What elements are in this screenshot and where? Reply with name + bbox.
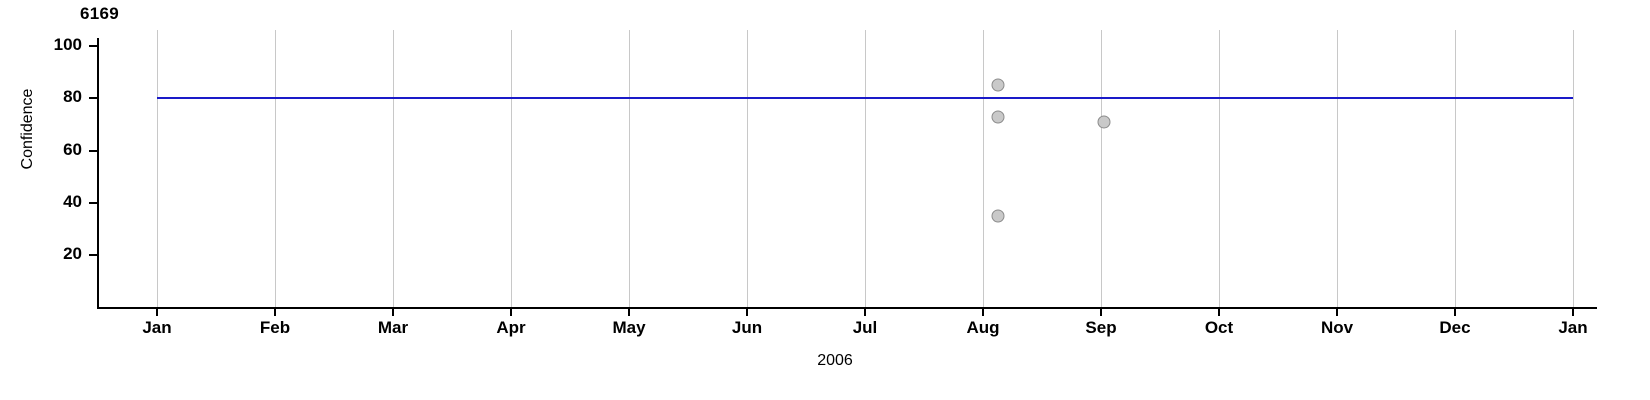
x-tick-label-apr-3: Apr xyxy=(496,318,526,337)
x-tick-label-jan-12: Jan xyxy=(1558,318,1588,337)
gridline-feb-1 xyxy=(275,30,276,308)
y-tick-label-100: 100 xyxy=(53,35,82,54)
x-tick-label-dec-11: Dec xyxy=(1439,318,1471,337)
x-axis-line xyxy=(97,307,1597,309)
y-tick-label-20: 20 xyxy=(63,244,82,263)
y-tick-label-40: 40 xyxy=(63,191,82,211)
x-tick-label-jul-6: Jul xyxy=(852,318,878,337)
y-tick-60 xyxy=(89,149,97,152)
gridline-mar-2 xyxy=(393,30,394,308)
gridline-oct-9 xyxy=(1219,30,1220,308)
x-axis-label: 2006 xyxy=(817,352,853,369)
x-tick-label-jan-0: Jan xyxy=(142,318,172,337)
x-tick-label-feb-1: Feb xyxy=(259,318,291,337)
chart-title: 6169 xyxy=(80,4,120,23)
gridline-apr-3 xyxy=(511,30,512,308)
x-tick-5 xyxy=(746,307,748,316)
x-tick-label-oct-9: Oct xyxy=(1204,318,1234,337)
x-tick-12 xyxy=(1572,307,1574,316)
data-point xyxy=(991,209,1005,223)
x-tick-label-sep-8: Sep xyxy=(1085,318,1117,337)
x-tick-label-aug-7: Aug xyxy=(966,318,1000,337)
x-tick-label-jun-5: Jun xyxy=(731,318,763,337)
y-tick-20 xyxy=(89,254,97,256)
data-point xyxy=(991,110,1005,124)
gridline-aug-7 xyxy=(983,30,984,308)
y-tick-label-60: 60 xyxy=(63,139,82,159)
x-tick-label-mar-2: Mar xyxy=(377,318,409,337)
y-tick-100 xyxy=(89,45,97,47)
data-point xyxy=(1097,115,1111,129)
gridline-may-4 xyxy=(629,30,630,308)
x-tick-6 xyxy=(864,307,866,316)
x-tick-10 xyxy=(1336,307,1338,316)
x-tick-11 xyxy=(1454,307,1456,316)
x-tick-1 xyxy=(274,307,276,316)
x-tick-8 xyxy=(1100,307,1102,316)
y-tick-label-80: 80 xyxy=(63,87,82,107)
gridline-jan-12 xyxy=(1573,30,1574,308)
gridline-jun-5 xyxy=(747,30,748,308)
gridline-nov-10 xyxy=(1337,30,1338,308)
y-tick-40 xyxy=(89,201,97,204)
y-axis-line xyxy=(97,38,99,308)
x-tick-7 xyxy=(982,307,984,316)
x-tick-label-nov-10: Nov xyxy=(1320,318,1354,337)
data-point xyxy=(991,78,1005,92)
x-tick-3 xyxy=(510,307,512,316)
gridline-sep-8 xyxy=(1101,30,1102,308)
y-tick-80 xyxy=(89,97,97,100)
threshold-reference-line xyxy=(157,97,1573,100)
gridline-jan-0 xyxy=(157,30,158,308)
gridline-jul-6 xyxy=(865,30,866,308)
x-tick-9 xyxy=(1218,307,1220,316)
gridline-dec-11 xyxy=(1455,30,1456,308)
x-tick-2 xyxy=(392,307,394,316)
x-tick-label-may-4: May xyxy=(612,318,646,337)
x-tick-4 xyxy=(628,307,630,316)
x-tick-0 xyxy=(156,307,158,316)
